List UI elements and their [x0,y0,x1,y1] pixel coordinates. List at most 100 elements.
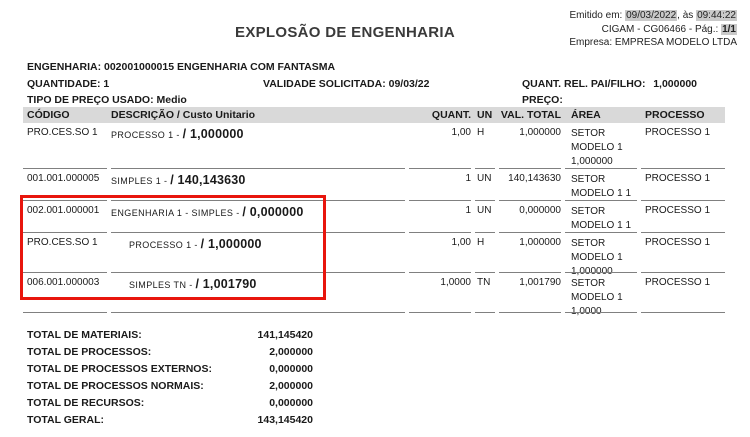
quantity-line: QUANTIDADE: 1 VALIDADE SOLICITADA: 09/03… [27,78,727,95]
cell-val-total: 1,001790 [499,272,561,312]
cell-codigo: 006.001.000003 [23,272,107,312]
price-label: PREÇO: [522,94,563,106]
total-label: TOTAL DE MATERIAIS: [27,329,142,341]
header-val-total: VAL. TOTAL [500,109,561,121]
rule-segment [409,312,471,313]
table-row: PRO.CES.SO 1 PROCESSO 1 - / 1,000000 1,0… [23,123,725,168]
desc-name: ENGENHARIA 1 - SIMPLES - [111,208,240,218]
rule-segment [475,312,495,313]
doc-ref: CIGAM - CG06466 - Pág.: [601,23,722,35]
cell-descricao: PROCESSO 1 - / 1,000000 [111,123,405,168]
cell-codigo: PRO.CES.SO 1 [27,127,98,138]
emitted-time: 09:44:22 [696,10,737,21]
cell-un: TN [475,272,495,312]
desc-name: SIMPLES TN - [129,280,193,290]
cell-un: H [475,232,495,272]
table-row: 006.001.000003 SIMPLES TN - / 1,001790 1… [23,272,725,317]
cell-area: SETOR MODELO 1 1,0000 [565,272,637,317]
page-number: 1/1 [721,23,737,35]
cell-processo: PROCESSO 1 [645,127,711,138]
desc-name: PROCESSO 1 - [129,240,198,250]
engineering-value: ENGENHARIA: 002001000015 ENGENHARIA COM … [27,61,336,73]
cell-codigo: 001.001.000005 [23,168,107,200]
total-label: TOTAL DE PROCESSOS EXTERNOS: [27,363,212,375]
company-line: Empresa: EMPRESA MODELO LTDA [569,36,737,50]
company-name: EMPRESA MODELO LTDA [614,37,737,48]
desc-unit-cost: / 1,000000 [200,237,262,251]
total-line: TOTAL GERAL: 143,145420 [27,414,317,431]
parent-child-label: QUANT. REL. PAI/FILHO: [522,77,646,90]
total-value: 2,000000 [269,380,313,392]
header-quant: QUANT. [431,109,471,121]
desc-name: PROCESSO 1 - [111,130,180,140]
cell-descricao: PROCESSO 1 - / 1,000000 [111,232,405,272]
validity-value: VALIDADE SOLICITADA: 09/03/22 [263,77,430,90]
total-line: TOTAL DE PROCESSOS EXTERNOS: 0,000000 [27,363,317,380]
total-label: TOTAL DE PROCESSOS NORMAIS: [27,380,204,392]
price-type-value: TIPO DE PREÇO USADO: Medio [27,94,187,106]
cell-descricao: SIMPLES TN - / 1,001790 [111,272,405,312]
total-label: TOTAL DE RECURSOS: [27,397,145,409]
report-meta: Emitido em: 09/03/2022, às 09:44:22 CIGA… [569,9,737,50]
table-row: 001.001.000005 SIMPLES 1 - / 140,143630 … [23,168,725,200]
header-descricao: DESCRIÇÃO / Custo Unitario [111,109,256,121]
company-label: Empresa: [569,37,615,48]
cell-val-total: 1,000000 [499,232,561,272]
report-info: ENGENHARIA: 002001000015 ENGENHARIA COM … [27,61,727,111]
price-type-line: TIPO DE PREÇO USADO: Medio PREÇO: [27,94,727,111]
total-label: TOTAL GERAL: [27,414,104,426]
cell-quant: 1,00 [451,127,471,138]
cell-un: UN [475,200,495,232]
desc-unit-cost: / 140,143630 [170,173,246,187]
cell-codigo: 002.001.000001 [23,200,107,232]
emitted-date: 09/03/2022 [625,10,678,21]
rule-segment [111,312,405,313]
header-un: UN [477,109,493,121]
table-row: PRO.CES.SO 1 PROCESSO 1 - / 1,000000 1,0… [23,232,725,277]
total-value: 141,145420 [257,329,313,341]
doc-ref-line: CIGAM - CG06466 - Pág.: 1/1 [569,23,737,37]
desc-name: SIMPLES 1 - [111,176,168,186]
emitted-line: Emitido em: 09/03/2022, às 09:44:22 [569,9,737,23]
cell-un: H [477,127,485,138]
cell-val-total: 140,143630 [499,168,561,200]
cell-processo: PROCESSO 1 [641,200,725,232]
engineering-line: ENGENHARIA: 002001000015 ENGENHARIA COM … [27,61,727,78]
desc-unit-cost: / 0,000000 [242,205,304,219]
header-area: ÁREA [571,109,601,121]
cell-processo: PROCESSO 1 [641,168,725,200]
engineering-table: CÓDIGO DESCRIÇÃO / Custo Unitario QUANT.… [23,107,725,317]
total-value: 0,000000 [269,397,313,409]
header-codigo: CÓDIGO [27,109,70,121]
cell-descricao: ENGENHARIA 1 - SIMPLES - / 0,000000 [111,200,405,232]
cell-quant: 1,00 [409,232,471,272]
page-title: EXPLOSÃO DE ENGENHARIA [235,24,455,41]
cell-area: SETOR MODELO 1 1 [565,200,637,232]
desc-unit-cost: / 1,000000 [182,127,244,141]
emitted-middle: , às [677,10,697,21]
cell-descricao: SIMPLES 1 - / 140,143630 [111,168,405,200]
cell-processo: PROCESSO 1 [641,232,725,272]
rule-segment [565,312,637,313]
table-row: 002.001.000001 ENGENHARIA 1 - SIMPLES - … [23,200,725,232]
table-header-row: CÓDIGO DESCRIÇÃO / Custo Unitario QUANT.… [23,107,725,123]
desc-unit-cost: / 1,001790 [195,277,257,291]
emitted-label: Emitido em: [569,10,626,21]
cell-processo: PROCESSO 1 [641,272,725,312]
parent-child-value: 1,000000 [653,77,697,90]
cell-val-total: 1,000000 [519,127,561,138]
cell-val-total: 0,000000 [499,200,561,232]
quantity-value: QUANTIDADE: 1 [27,77,110,90]
rule-segment [23,312,107,313]
total-line: TOTAL DE MATERIAIS: 141,145420 [27,329,317,346]
total-line: TOTAL DE PROCESSOS: 2,000000 [27,346,317,363]
total-value: 143,145420 [257,414,313,426]
cell-area: SETOR MODELO 1 1 [565,168,637,200]
total-label: TOTAL DE PROCESSOS: [27,346,152,358]
total-line: TOTAL DE PROCESSOS NORMAIS: 2,000000 [27,380,317,397]
cell-quant: 1 [409,200,471,232]
cell-area: SETOR MODELO 1 1,000000 [565,232,637,277]
annotation-red-box [20,195,326,300]
cell-quant: 1,0000 [409,272,471,312]
total-value: 0,000000 [269,363,313,375]
